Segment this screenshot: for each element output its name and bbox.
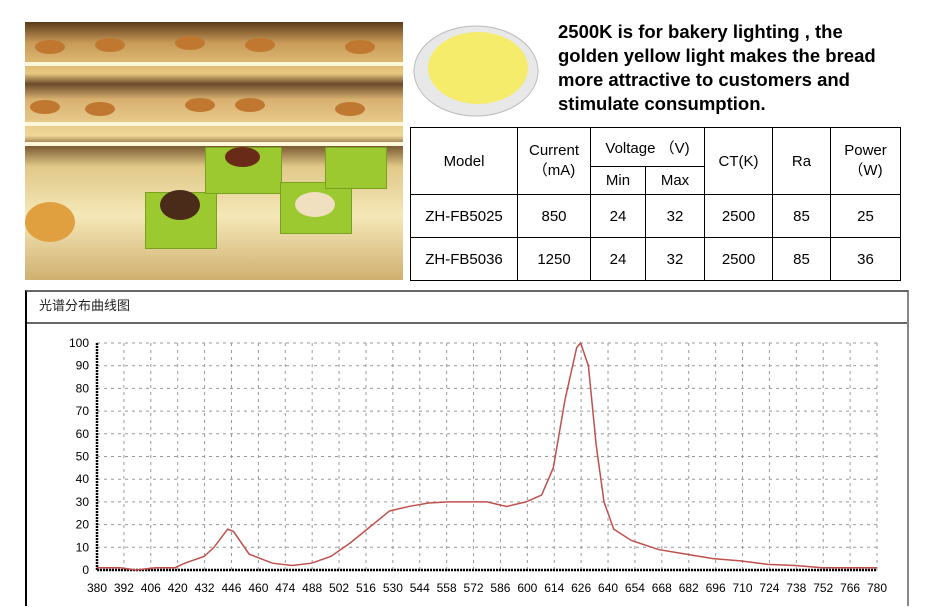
x-tick-label: 516: [356, 581, 376, 595]
x-tick-label: 460: [248, 581, 268, 595]
cell: ZH-FB5025: [410, 194, 518, 238]
x-tick-label: 432: [195, 581, 215, 595]
x-tick-label: 406: [141, 581, 161, 595]
spectrum-line: [97, 341, 877, 571]
cell: 25: [830, 194, 901, 238]
x-tick-label: 558: [437, 581, 457, 595]
header-ct: CT(K): [704, 127, 773, 195]
x-tick-label: 696: [706, 581, 726, 595]
x-tick-label: 502: [329, 581, 349, 595]
x-tick-label: 586: [490, 581, 510, 595]
spec-table: Model Current （mA) Voltage （V) CT(K) Ra …: [410, 127, 901, 281]
header-model: Model: [410, 127, 518, 195]
cell: 32: [645, 194, 705, 238]
x-tick-label: 488: [302, 581, 322, 595]
x-tick-label: 654: [625, 581, 645, 595]
x-tick-label: 420: [168, 581, 188, 595]
x-tick-label: 446: [221, 581, 241, 595]
cell: 24: [590, 237, 646, 281]
x-tick-label: 682: [679, 581, 699, 595]
x-tick-label: 668: [652, 581, 672, 595]
y-tick-label: 0: [82, 563, 89, 577]
x-tick-label: 710: [733, 581, 753, 595]
cell: 32: [645, 237, 705, 281]
spectrum-chart: 380 392 406 420 432 446 460 474 488 502 516 530 544 5…: [69, 336, 887, 595]
cell: 85: [772, 237, 831, 281]
cob-led-image: [413, 25, 539, 117]
cell: 24: [590, 194, 646, 238]
cell: 2500: [704, 237, 773, 281]
y-tick-label: 100: [69, 336, 89, 350]
x-tick-label: 738: [786, 581, 806, 595]
header-power: Power （W): [830, 127, 901, 195]
x-tick-label: 392: [114, 581, 134, 595]
cell: 36: [830, 237, 901, 281]
y-tick-label: 20: [76, 518, 90, 532]
bakery-display-photo: [25, 22, 403, 280]
y-tick-label: 70: [76, 404, 90, 418]
x-tick-label: 780: [867, 581, 887, 595]
x-tick-label: 544: [410, 581, 430, 595]
chart-title: 光谱分布曲线图: [27, 292, 907, 324]
description-text: 2500K is for bakery lighting , the golde…: [558, 21, 876, 114]
x-tick-label: 530: [383, 581, 403, 595]
x-tick-label: 752: [813, 581, 833, 595]
table-row: ZH-FB5025 850 24 32 2500 85 25: [410, 194, 901, 238]
x-tick-label: 724: [759, 581, 779, 595]
cell: 2500: [704, 194, 773, 238]
x-tick-label: 572: [464, 581, 484, 595]
y-tick-label: 60: [76, 427, 90, 441]
x-tick-label: 600: [517, 581, 537, 595]
x-tick-label: 640: [598, 581, 618, 595]
spectrum-chart-panel: 光谱分布曲线图 380 392 406 420 432 446 460 474 488 502 51…: [25, 290, 909, 606]
cell: 85: [772, 194, 831, 238]
cell: ZH-FB5036: [410, 237, 518, 281]
y-tick-label: 40: [76, 472, 90, 486]
header-max: Max: [645, 166, 705, 195]
y-tick-label: 50: [76, 450, 90, 464]
x-tick-label: 614: [544, 581, 564, 595]
x-tick-label: 766: [840, 581, 860, 595]
header-voltage: Voltage （V): [590, 127, 705, 167]
y-tick-label: 90: [76, 359, 90, 373]
x-tick-label: 474: [275, 581, 295, 595]
y-tick-label: 30: [76, 495, 90, 509]
cell: 1250: [517, 237, 591, 281]
table-row: ZH-FB5036 1250 24 32 2500 85 36: [410, 237, 901, 281]
y-tick-label: 80: [76, 381, 90, 395]
header-current: Current （mA): [517, 127, 591, 195]
cell: 850: [517, 194, 591, 238]
x-tick-label: 626: [571, 581, 591, 595]
y-tick-label: 10: [76, 540, 90, 554]
x-tick-label: 380: [87, 581, 107, 595]
header-min: Min: [590, 166, 646, 195]
header-ra: Ra: [772, 127, 831, 195]
